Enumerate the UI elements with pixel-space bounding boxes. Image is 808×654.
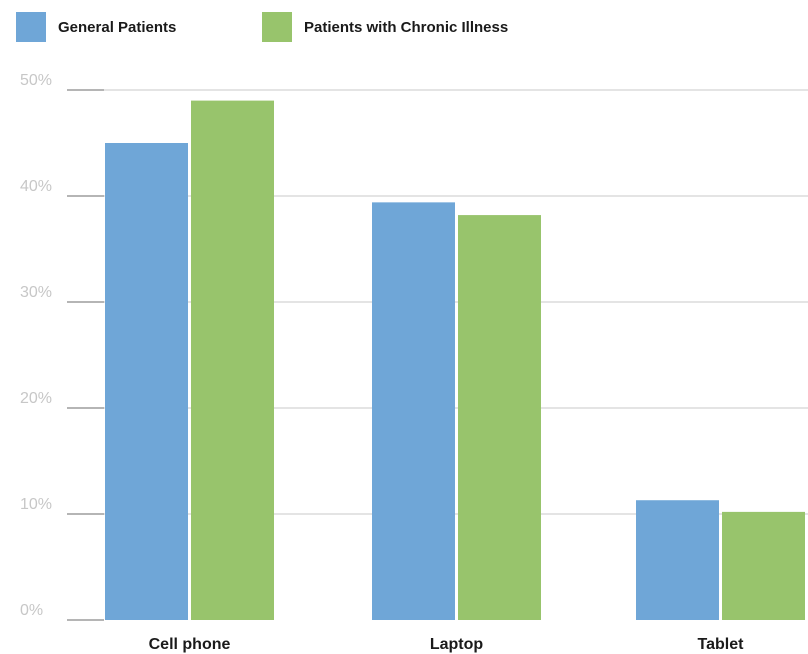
bar-laptop-series-1 (458, 215, 541, 620)
x-category-label-2: Tablet (698, 636, 745, 653)
y-tick-label-2: 20% (20, 390, 52, 407)
legend-label-0: General Patients (58, 19, 176, 36)
bar-tablet-series-1 (722, 511, 805, 620)
legend-swatch-0 (16, 12, 46, 42)
bar-tablet-series-0 (636, 500, 719, 620)
bar-cell-phone-series-1 (191, 100, 274, 621)
x-axis: Cell phone Laptop Tablet (105, 620, 808, 653)
legend-swatch-1 (262, 12, 292, 42)
y-tick-label-3: 30% (20, 284, 52, 301)
chart-legend: General Patients Patients with Chronic Il… (16, 12, 508, 42)
x-category-label-1: Laptop (430, 636, 484, 653)
y-axis: 0% 10% 20% 30% 40% 50% (20, 72, 104, 621)
bar-laptop-series-0 (372, 202, 455, 621)
y-tick-label-5: 50% (20, 72, 52, 89)
legend-label-1: Patients with Chronic Illness (304, 19, 508, 36)
y-tick-label-0: 0% (20, 602, 43, 619)
bar-cell-phone-series-0 (105, 143, 188, 620)
y-tick-label-4: 40% (20, 178, 52, 195)
chart-bars (105, 100, 805, 621)
x-category-label-0: Cell phone (149, 636, 231, 653)
y-tick-label-1: 10% (20, 496, 52, 513)
